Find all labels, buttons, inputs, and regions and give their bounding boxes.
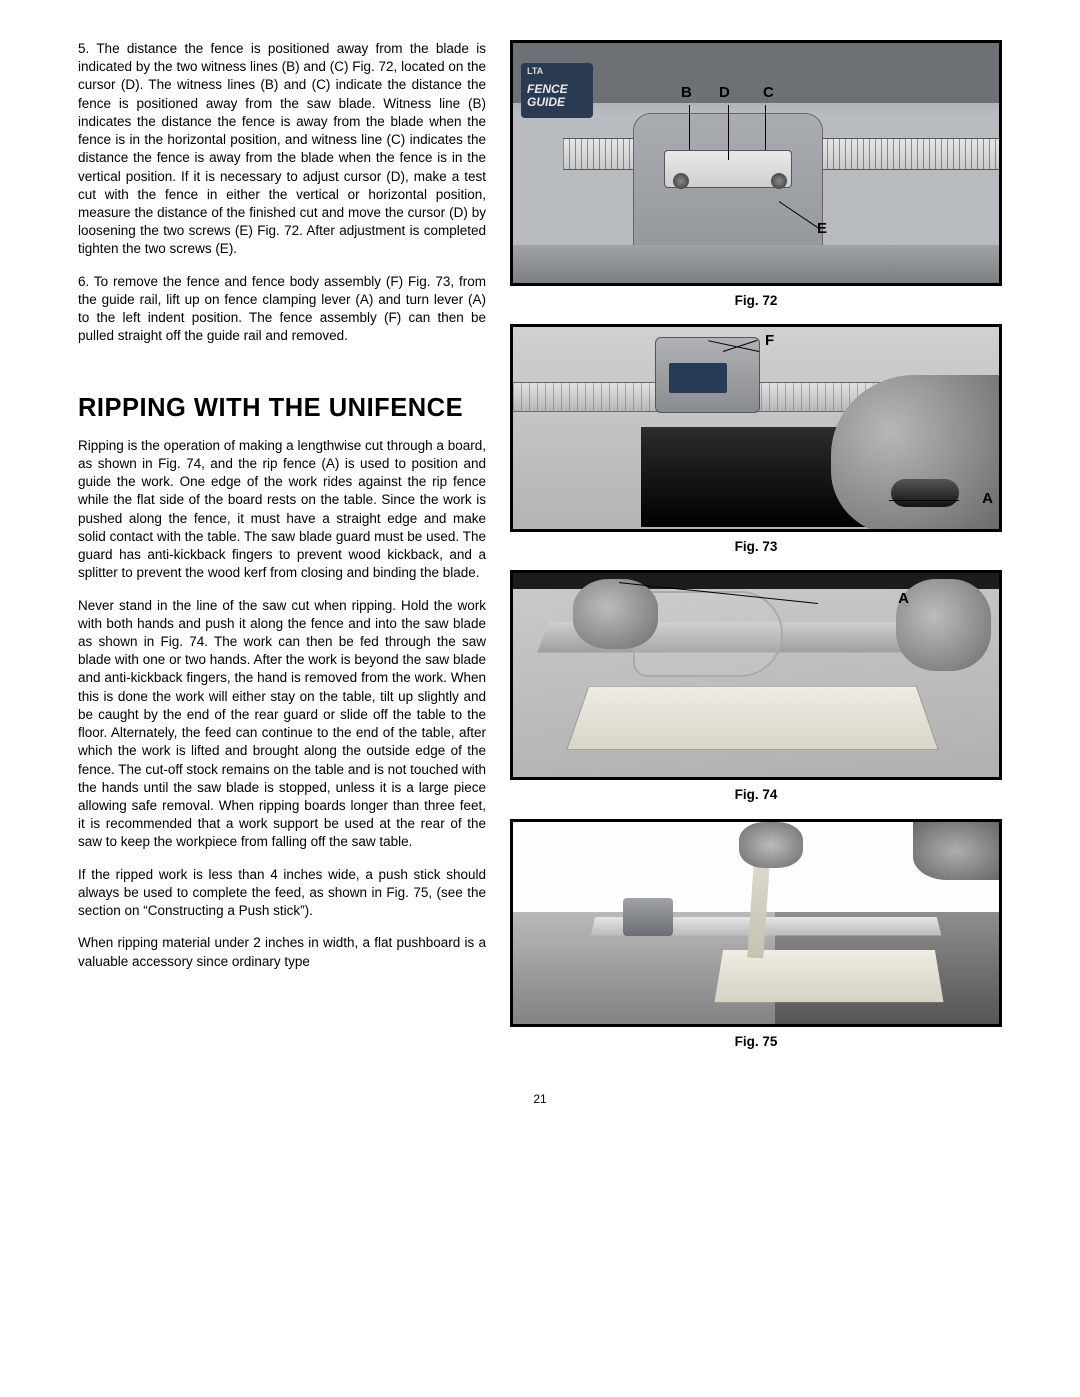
paragraph-6: 6. To remove the fence and fence body as… [78,273,486,346]
figure-73-image: F A [510,324,1002,532]
figure-75: Fig. 75 [510,819,1002,1051]
page-columns: 5. The distance the fence is positioned … [78,40,1002,1051]
callout-e: E [817,219,827,239]
figure-75-image [510,819,1002,1027]
fence-guide-panel: LTA FENCE GUIDE [521,63,593,118]
figure-72: LTA FENCE GUIDE B D C E Fig. 72 [510,40,1002,310]
paragraph-5: 5. The distance the fence is positioned … [78,40,486,259]
figure-74-image: A [510,570,1002,780]
callout-b: B [681,83,692,103]
page-number: 21 [78,1091,1002,1107]
figure-column: LTA FENCE GUIDE B D C E Fig. 72 [510,40,1002,1051]
figure-74-caption: Fig. 74 [735,786,778,804]
figure-73-caption: Fig. 73 [735,538,778,556]
figure-73: F A Fig. 73 [510,324,1002,556]
figure-74: A Fig. 74 [510,570,1002,804]
section-heading: RIPPING WITH THE UNIFENCE [78,394,486,423]
callout-a: A [982,489,993,509]
callout-a: A [898,589,909,609]
callout-c: C [763,83,774,103]
text-column: 5. The distance the fence is positioned … [78,40,486,1051]
ripping-para-1: Ripping is the operation of making a len… [78,437,486,583]
figure-75-caption: Fig. 75 [735,1033,778,1051]
figure-72-caption: Fig. 72 [735,292,778,310]
callout-f: F [765,331,774,351]
figure-72-image: LTA FENCE GUIDE B D C E [510,40,1002,286]
ripping-para-3: If the ripped work is less than 4 inches… [78,866,486,921]
ripping-para-4: When ripping material under 2 inches in … [78,934,486,970]
callout-d: D [719,83,730,103]
ripping-para-2: Never stand in the line of the saw cut w… [78,597,486,852]
